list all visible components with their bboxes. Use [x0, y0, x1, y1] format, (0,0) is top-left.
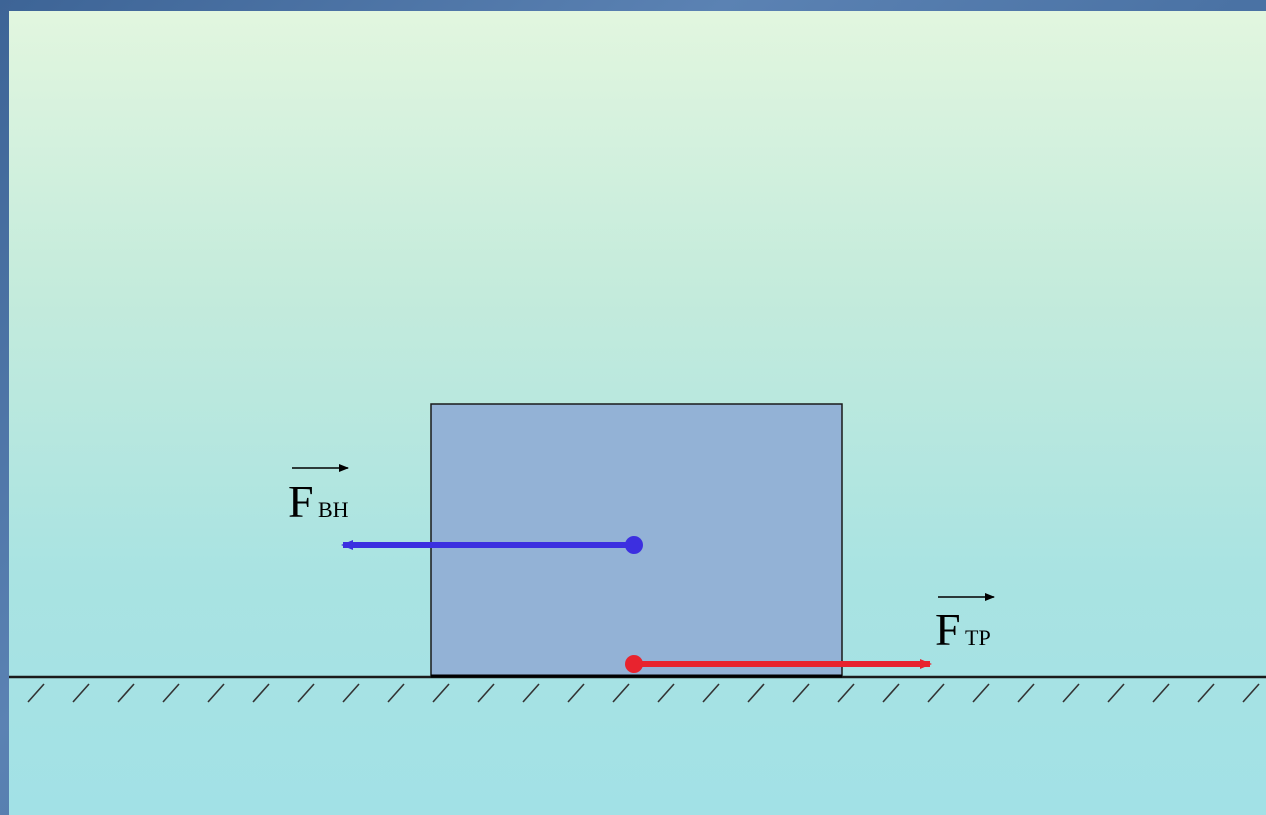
- external-force-symbol: F: [288, 476, 314, 527]
- friction-force-subscript: ТР: [965, 625, 991, 650]
- hatch-mark: [342, 683, 360, 703]
- hatch-mark: [837, 683, 855, 703]
- hatch-mark: [1152, 683, 1170, 703]
- hatch-mark: [252, 683, 270, 703]
- hatch-mark: [1107, 683, 1125, 703]
- hatch-mark: [1242, 683, 1260, 703]
- hatch-mark: [387, 683, 405, 703]
- hatch-mark: [72, 683, 90, 703]
- hatch-mark: [1197, 683, 1215, 703]
- external-force-vector: [341, 536, 643, 554]
- hatch-mark: [927, 683, 945, 703]
- hatch-mark: [972, 683, 990, 703]
- hatch-mark: [882, 683, 900, 703]
- external-force-subscript: ВН: [318, 497, 349, 522]
- external-force-label: F ВН: [288, 464, 349, 527]
- hatch-mark: [432, 683, 450, 703]
- friction-force-symbol: F: [935, 604, 961, 655]
- hatch-mark: [702, 683, 720, 703]
- hatch-mark: [27, 683, 45, 703]
- hatch-mark: [567, 683, 585, 703]
- hatch-mark: [207, 683, 225, 703]
- ground-hatching: [27, 683, 1260, 703]
- hatch-mark: [792, 683, 810, 703]
- hatch-mark: [747, 683, 765, 703]
- friction-force-label: F ТР: [935, 593, 995, 655]
- hatch-mark: [1017, 683, 1035, 703]
- hatch-mark: [477, 683, 495, 703]
- hatch-mark: [297, 683, 315, 703]
- hatch-mark: [657, 683, 675, 703]
- hatch-mark: [522, 683, 540, 703]
- hatch-mark: [162, 683, 180, 703]
- hatch-mark: [1062, 683, 1080, 703]
- hatch-mark: [117, 683, 135, 703]
- hatch-mark: [612, 683, 630, 703]
- friction-force-vector: [625, 655, 932, 673]
